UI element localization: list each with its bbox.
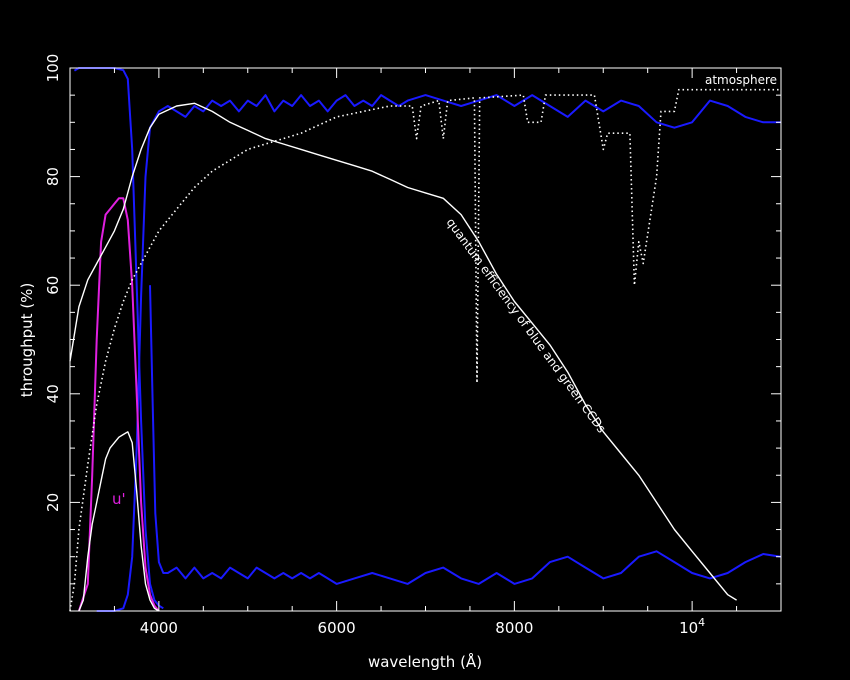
u_prime-curve-3 <box>77 197 160 612</box>
x-tick-label-exponent: 4 <box>698 616 705 629</box>
filter-curve-2 <box>149 285 782 585</box>
series-layer <box>69 67 782 612</box>
x-axis-label: wavelength (Å) <box>368 652 482 671</box>
y-tick-label: 60 <box>44 276 62 295</box>
filter-curve-1 <box>96 94 781 612</box>
atmosphere-label: atmosphere <box>705 73 777 87</box>
y-tick-label: 100 <box>44 54 62 83</box>
y-tick-label: 40 <box>44 384 62 403</box>
x-tick-label: 8000 <box>495 619 533 637</box>
product-curve-4 <box>78 431 160 612</box>
y-axis-label: throughput (%) <box>18 283 36 398</box>
u-prime-label: u' <box>112 490 126 508</box>
y-tick-label: 80 <box>44 167 62 186</box>
y-tick-label: 20 <box>44 493 62 512</box>
atmosphere-curve-6 <box>69 88 781 612</box>
x-tick-label: 4000 <box>140 619 178 637</box>
qe-curve-5 <box>69 102 737 601</box>
x-tick-label: 6000 <box>318 619 356 637</box>
